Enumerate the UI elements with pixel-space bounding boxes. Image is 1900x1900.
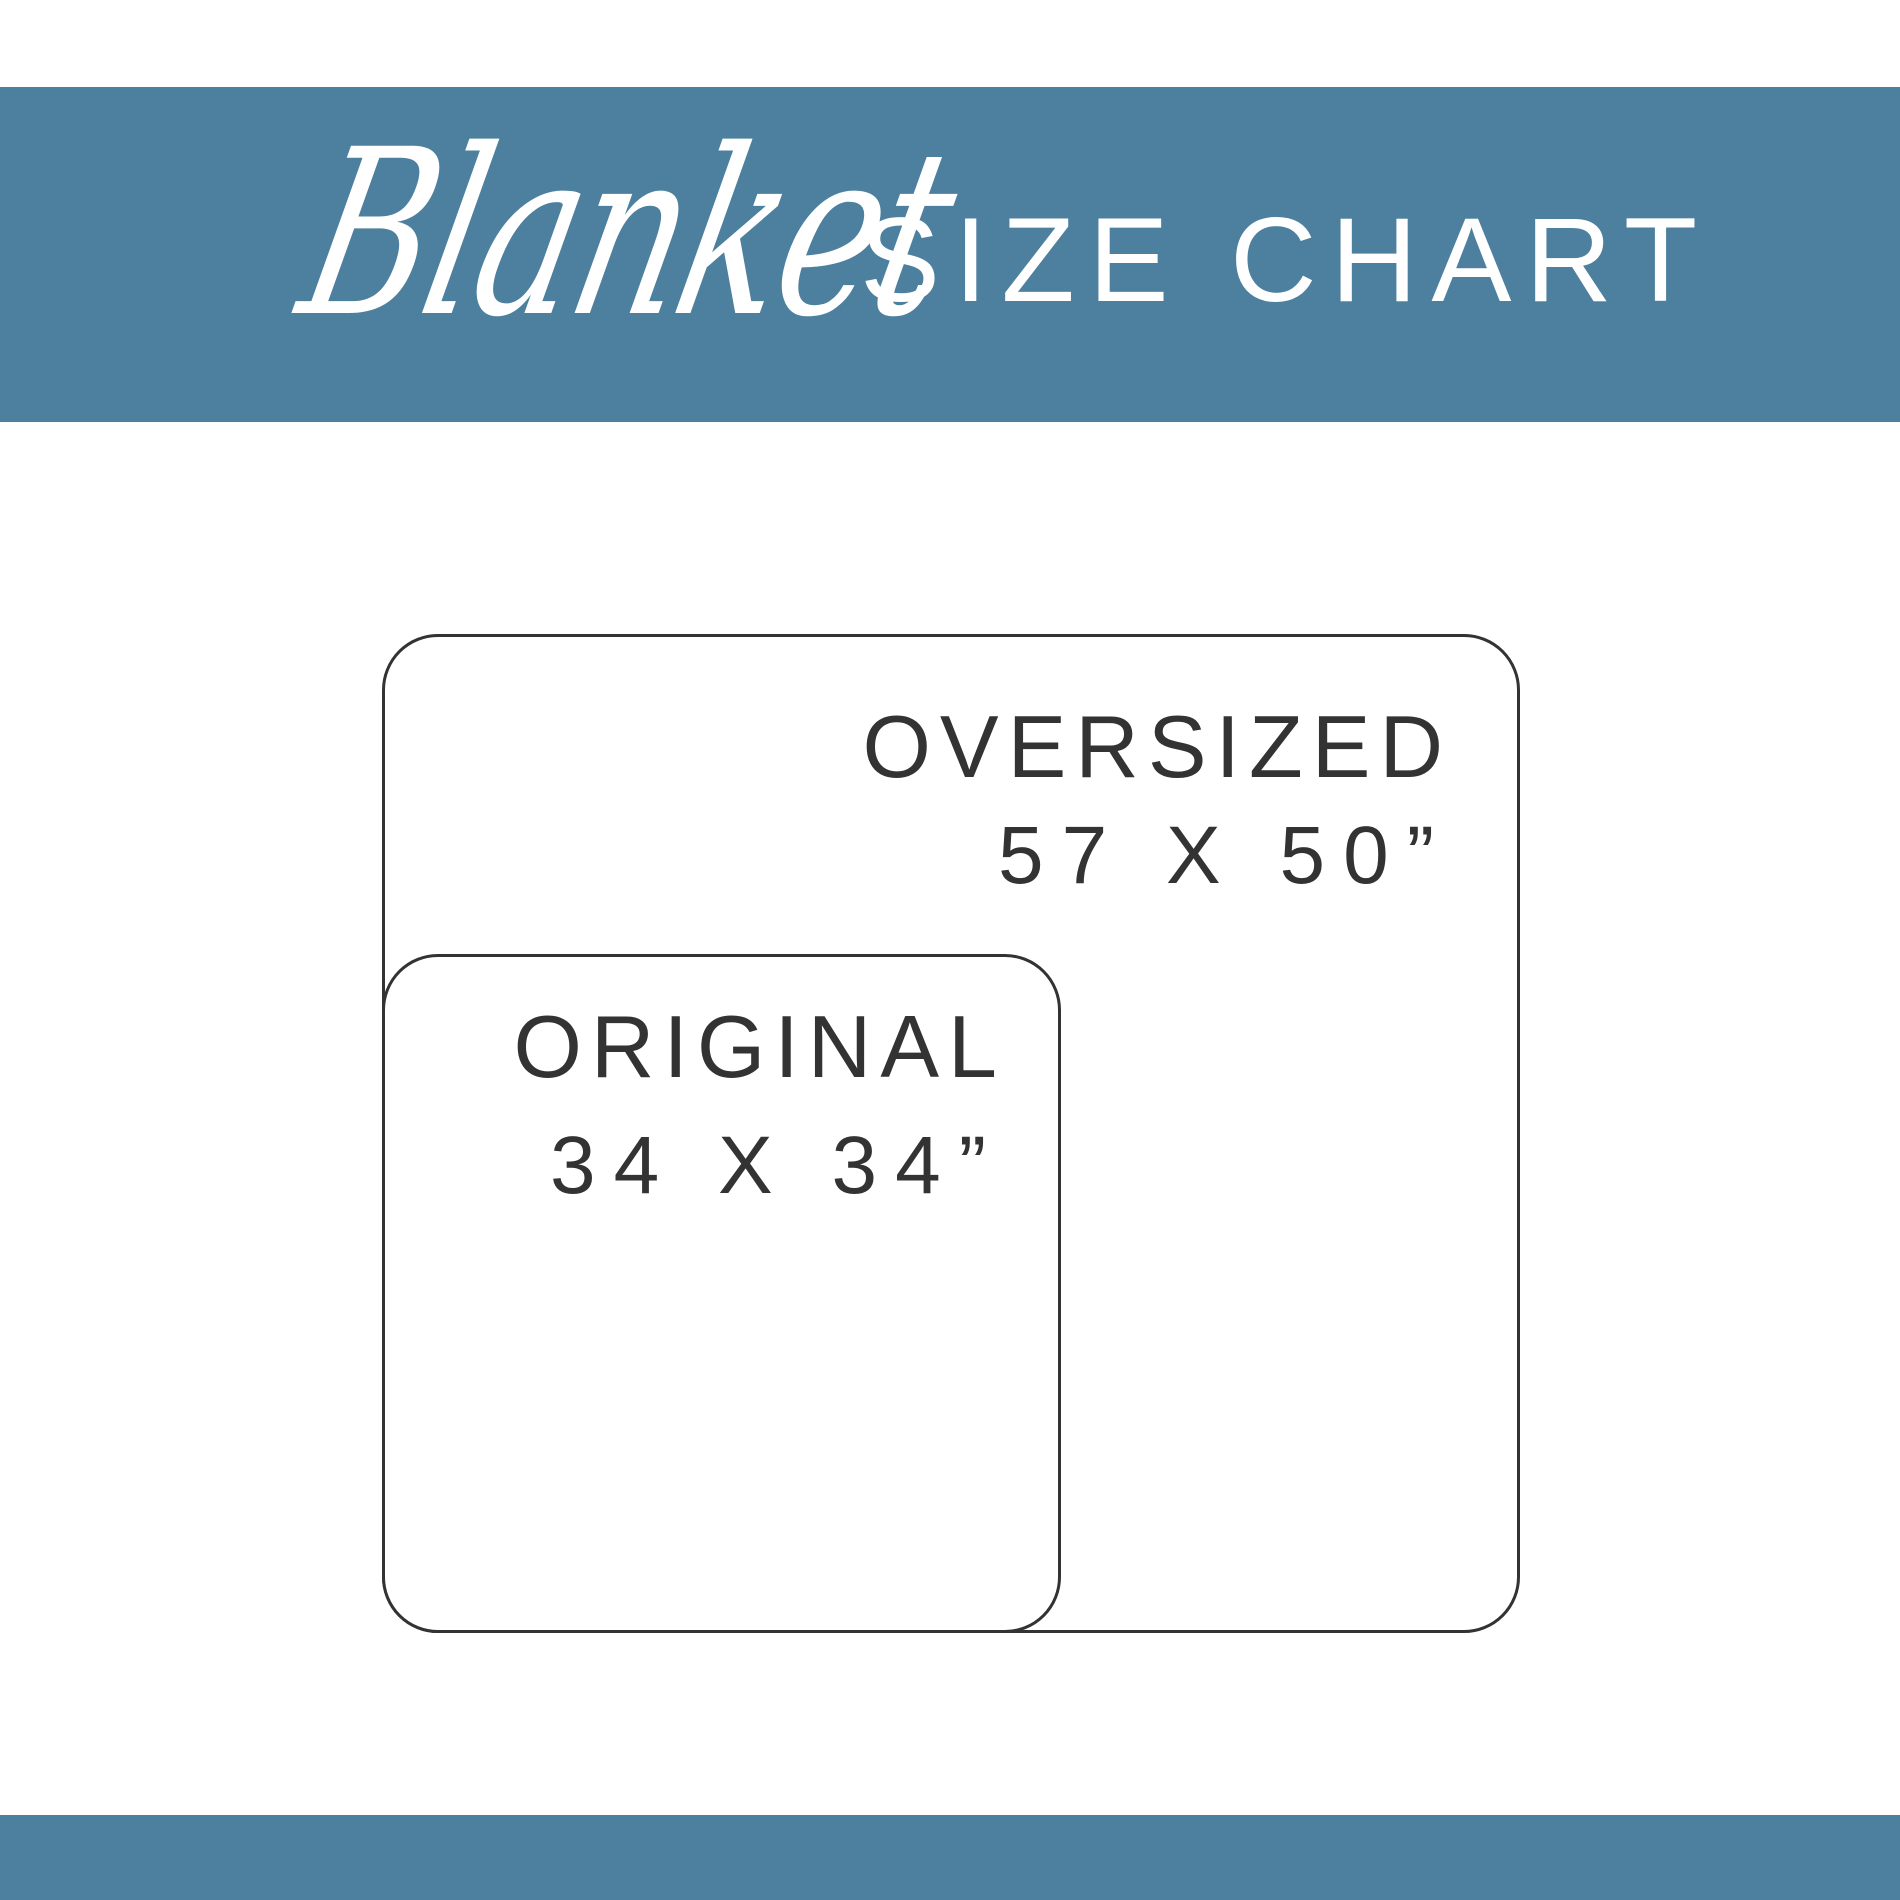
page-title: SIZE CHART	[860, 193, 1712, 327]
oversized-size-dimensions: 57 X 50”	[998, 810, 1452, 901]
header-band	[0, 87, 1900, 422]
oversized-size-name: OVERSIZED	[862, 697, 1452, 796]
original-size-dimensions: 34 X 34”	[550, 1120, 1004, 1211]
footer-band	[0, 1815, 1900, 1900]
original-size-name: ORIGINAL	[513, 997, 1006, 1096]
original-blanket-outline	[382, 954, 1061, 1633]
